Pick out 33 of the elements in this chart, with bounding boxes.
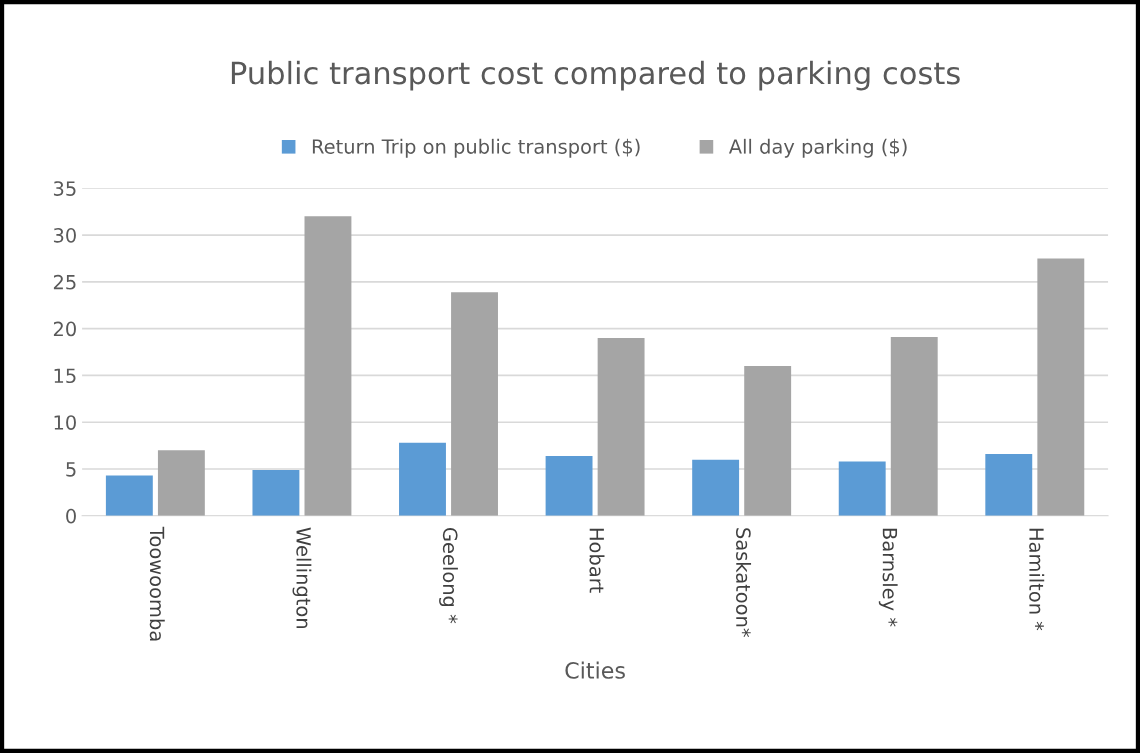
x-axis-title: Cities <box>565 661 625 679</box>
bar <box>597 337 645 516</box>
y-tick-label: 20 <box>53 321 76 337</box>
bar <box>692 459 740 516</box>
x-tick-label: Hobart <box>589 528 605 593</box>
y-tick-label: 10 <box>54 415 76 430</box>
y-tick-label: 30 <box>53 228 76 243</box>
y-tick-label: 35 <box>53 181 76 196</box>
x-tick-label: Toowoomba <box>149 526 165 641</box>
y-tick-label: 25 <box>53 274 76 290</box>
bar <box>838 461 886 516</box>
chart-title: Public transport cost compared to parking costs <box>231 60 960 91</box>
bar <box>890 337 938 516</box>
x-tick-label: Barnsley * <box>878 528 898 627</box>
y-tick-label: 0 <box>66 508 76 524</box>
bar <box>304 216 352 516</box>
x-tick-label: Wellington <box>292 527 312 629</box>
x-tick-label: Saskatoon* <box>736 528 752 638</box>
y-tick-label: 5 <box>66 462 76 477</box>
bar <box>545 455 593 516</box>
x-tick-label: Hamilton * <box>1029 528 1045 631</box>
x-tick-label: Geelong * <box>439 528 458 624</box>
bar <box>744 366 792 516</box>
bar <box>985 454 1033 516</box>
bar <box>451 292 498 516</box>
y-tick-label: 15 <box>54 368 76 384</box>
bar <box>1037 258 1085 516</box>
bar <box>157 450 205 516</box>
bar <box>252 469 300 516</box>
legend-label: All day parking ($) <box>728 138 907 158</box>
legend-label: Return Trip on public transport ($) <box>312 138 640 158</box>
bar <box>399 442 446 516</box>
bar <box>105 475 153 516</box>
